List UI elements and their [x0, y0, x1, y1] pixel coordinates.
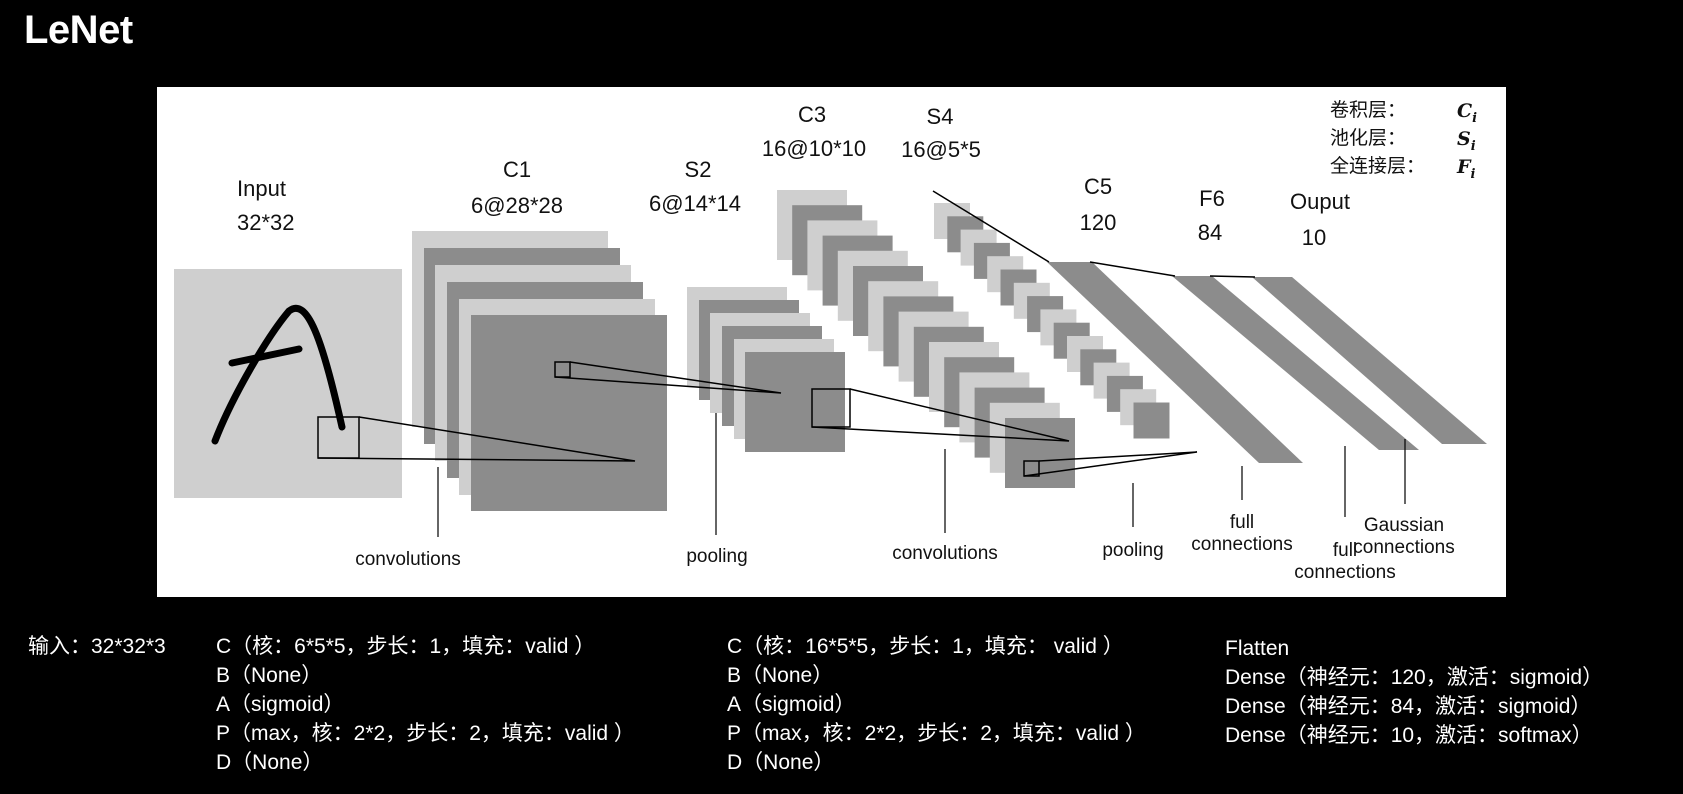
dense-84-line: Dense（神经元：84，激活：sigmoid）	[1225, 695, 1592, 718]
legend-conv-symbol: Ci	[1457, 100, 1477, 126]
input-to-c1-projection	[317, 416, 636, 462]
dense-120-line: Dense（神经元：120，激活：sigmoid）	[1225, 666, 1604, 689]
block1-activation: A（sigmoid）	[216, 693, 345, 716]
s2-feature-map-6	[745, 352, 845, 452]
block1-batchnorm: B（None）	[216, 664, 323, 687]
pooling-label-2: pooling	[1102, 540, 1163, 561]
page-title: LeNet	[24, 8, 133, 52]
f6-to-output-connection	[1209, 275, 1256, 278]
c1-to-s2-projection	[554, 361, 782, 394]
input-shape-text: 输入：32*32*3	[28, 635, 166, 658]
c3-layer-size: 16@10*10	[762, 136, 866, 161]
c5-to-f6-connection	[1089, 261, 1176, 277]
dense-10-line: Dense（神经元：10，激活：softmax）	[1225, 724, 1593, 747]
legend-pool-label: 池化层：	[1330, 127, 1406, 149]
input-layer-name: Input	[237, 176, 286, 201]
c3-layer-name: C3	[798, 102, 826, 127]
input-letter-a-bar	[228, 345, 303, 367]
gaussian-connections-label-line1: Gaussian	[1364, 515, 1444, 536]
block2-dropout: D（None）	[727, 751, 835, 774]
output-layer-name: Ouput	[1290, 189, 1350, 214]
legend-conv-label: 卷积层：	[1330, 99, 1406, 121]
conv-block-2-annotation: C（核：16*5*5，步长：1，填充： valid ） B（None） A（si…	[727, 632, 1146, 777]
s4-to-c5-connection	[932, 190, 1050, 263]
full-connections-label-2-line2: connections	[1294, 562, 1395, 583]
block1-pooling: P（max，核：2*2，步长：2，填充：valid ）	[216, 722, 635, 745]
s2-to-c3-projection	[811, 388, 1070, 442]
s4-layer-size: 16@5*5	[901, 137, 981, 162]
output-layer-size: 10	[1302, 225, 1326, 250]
c3-feature-map-16	[1005, 418, 1075, 488]
block2-batchnorm: B（None）	[727, 664, 834, 687]
s4-feature-map-16	[1133, 402, 1170, 439]
full-connections-label-1-line1: full	[1230, 512, 1254, 533]
pooling-label-1: pooling	[686, 546, 747, 567]
lenet-architecture-figure: Input 32*32 C1 6@28*28 S2 6@14*14 C3 16@…	[157, 87, 1506, 597]
c5-layer-strip	[1047, 262, 1303, 463]
c3-pooling-window	[1023, 460, 1040, 477]
architecture-shapes	[174, 190, 1487, 537]
legend-fc-symbol: Fi	[1456, 156, 1476, 182]
legend-pool-symbol: Si	[1457, 128, 1476, 154]
c5-layer-size: 120	[1080, 210, 1117, 235]
c3-to-s4-projection	[1023, 451, 1198, 477]
convolutions-label-2: convolutions	[892, 543, 998, 564]
s4-layer-name: S4	[927, 104, 954, 129]
c1-feature-map-6	[471, 315, 667, 511]
f6-layer-strip	[1172, 276, 1419, 450]
input-layer-size: 32*32	[237, 210, 295, 235]
output-layer-strip	[1252, 277, 1487, 444]
flatten-line: Flatten	[1225, 637, 1290, 660]
s2-receptive-field	[811, 388, 851, 428]
c1-layer-name: C1	[503, 157, 531, 182]
f6-layer-size: 84	[1198, 220, 1222, 245]
gaussian-connections-label-line2: connections	[1353, 537, 1454, 558]
dense-block-annotation: Flatten Dense（神经元：120，激活：sigmoid） Dense（…	[1225, 634, 1603, 750]
legend-fc-label: 全连接层：	[1330, 155, 1425, 177]
block1-dropout: D（None）	[216, 751, 324, 774]
conv-block-1-annotation: C（核：6*5*5，步长：1，填充：valid ） B（None） A（sigm…	[216, 632, 635, 777]
convolutions-label-1: convolutions	[355, 549, 461, 570]
s2-layer-name: S2	[685, 157, 712, 182]
input-letter-a-stroke	[211, 304, 346, 445]
f6-layer-name: F6	[1199, 186, 1225, 211]
input-plane	[174, 269, 402, 498]
block2-conv: C（核：16*5*5，步长：1，填充： valid ）	[727, 635, 1124, 658]
c5-layer-name: C5	[1084, 174, 1112, 199]
full-connections-label-1-line2: connections	[1191, 534, 1292, 555]
full-connections-label-2-line1: full	[1333, 540, 1357, 561]
block1-conv: C（核：6*5*5，步长：1，填充：valid ）	[216, 635, 596, 658]
block2-activation: A（sigmoid）	[727, 693, 856, 716]
c1-layer-size: 6@28*28	[471, 193, 563, 218]
block2-pooling: P（max，核：2*2，步长：2，填充：valid ）	[727, 722, 1146, 745]
input-shape-annotation: 输入：32*32*3	[28, 632, 166, 661]
s2-layer-size: 6@14*14	[649, 191, 741, 216]
